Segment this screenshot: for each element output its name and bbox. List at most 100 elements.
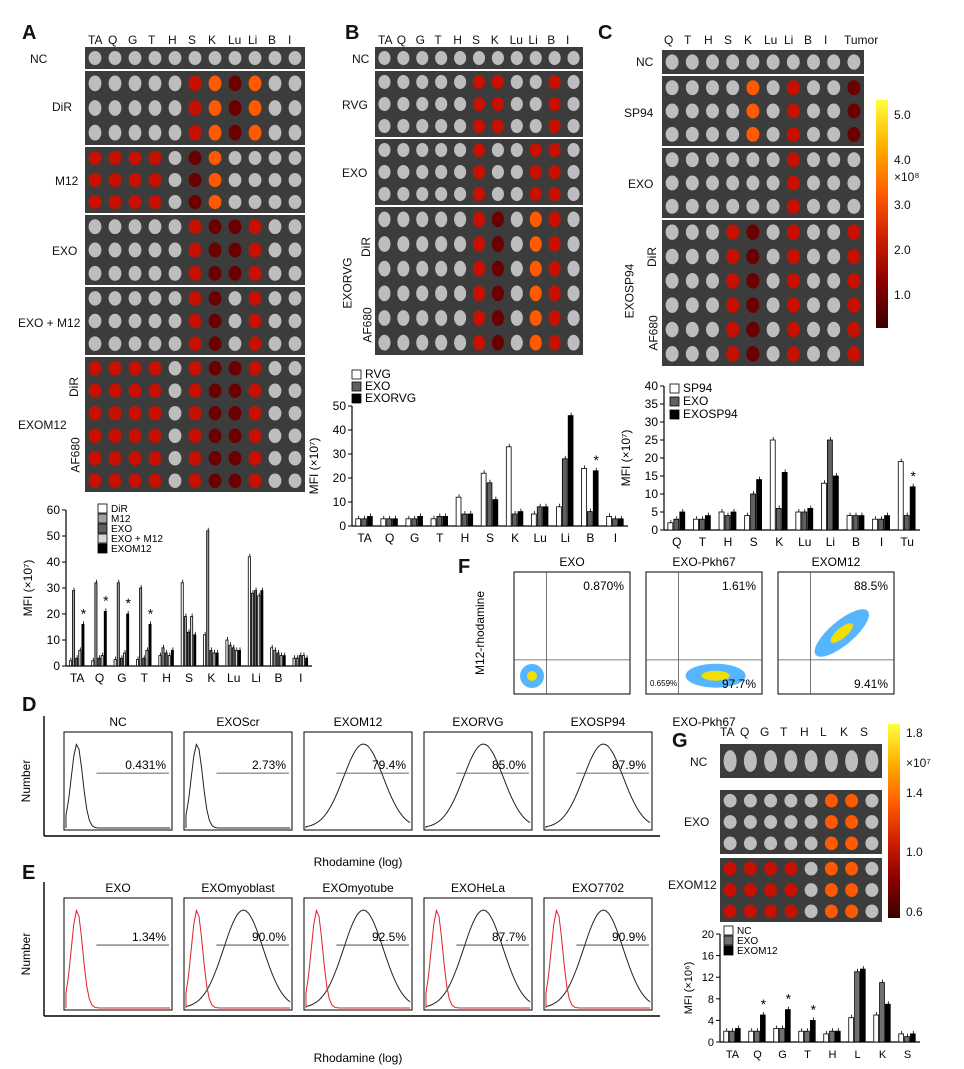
bar [744,515,751,531]
tissue-spot [746,152,760,168]
panel-b-sub-af680: AF680 [360,307,375,343]
panel-c-image-nc-tissue-overlay [665,54,861,70]
bar [730,511,737,531]
f-pct-lower-right: 9.41% [854,677,888,691]
tissue-spot [567,260,580,277]
tissue-spot [510,96,523,112]
tissue-spot [665,126,679,142]
panel-a-row-m12: M12 [55,174,79,188]
y-tick-label: 50 [47,529,61,543]
tissue-spot [416,236,429,252]
tissue-spot [827,321,841,338]
bar [480,472,487,527]
tissue-spot [845,750,859,772]
f-pct-lower-right: 97.7% [722,677,756,691]
tissue-spot [128,336,142,351]
significance-star: * [593,452,599,468]
tissue-spot [685,152,699,168]
tissue-spot [228,428,242,443]
x-tick-label: T [141,671,149,685]
tissue-spot [148,336,162,351]
tissue-spot [397,118,410,134]
tissue-spot [723,793,737,808]
tissue-spot [847,297,861,313]
bar [68,660,72,667]
tissue-spot [807,273,820,289]
tissue-spot [88,473,102,488]
tissue-spot [510,164,523,180]
panel-b-image-rvg [375,71,583,137]
tissue-spot [208,336,222,351]
bar [873,1014,879,1043]
panel-a-row-dir: DiR [52,100,72,114]
tissue-spot [472,164,486,180]
bar [97,657,101,667]
tissue-spot [510,186,523,202]
panel-b-image-exorvg-tissue-overlay [378,211,580,351]
tissue-spot [208,451,222,466]
tissue-spot [824,861,838,876]
bar [136,659,139,667]
tissue-spot [268,383,282,398]
panel-a-organ-label-g: G [128,33,138,47]
panel-a-organ-label-ta: TA [88,33,103,47]
tissue-spot [807,198,820,214]
f-plot-title: EXOM12 [812,555,861,569]
tissue-spot [268,291,282,306]
panel-a-image-exo [85,215,305,285]
tissue-spot [723,815,737,829]
tissue-spot [665,198,679,214]
tissue-spot [827,152,841,168]
tissue-spot [248,50,262,66]
tissue-spot [746,54,760,70]
bar [581,468,587,527]
hist-pct: 87.9% [612,758,646,772]
panel-b-row-exo: EXO [342,166,368,180]
tissue-spot [827,80,841,96]
tissue-spot [827,224,841,240]
legend-swatch [97,503,108,514]
tissue-spot [548,260,561,277]
tissue-spot [764,815,778,829]
panel-c-row-exo: EXO [628,177,654,191]
tissue-spot [248,172,262,188]
hist-y-axis-label: Number [20,760,33,803]
tissue-spot [510,211,523,228]
hist-curve [305,909,411,1008]
panel-b-image-nc-tissue-overlay [378,50,580,66]
tissue-spot [288,124,302,141]
tissue-spot [168,172,182,188]
bar [785,1009,791,1043]
panel-c-image-exosp94-tissue-overlay [665,224,861,362]
tissue-spot [88,406,102,421]
tissue-spot [491,164,504,180]
panel-a-sub-dir: DiR [67,377,81,397]
legend-swatch [97,523,108,534]
bar [273,649,277,667]
hist-frame [423,731,533,831]
x-tick-label: T [436,531,444,545]
panel-a-organ-label-i: I [288,33,292,47]
tissue-spot [228,451,242,466]
x-tick-label: Lu [534,531,547,545]
bar [170,649,174,667]
bar [461,513,468,527]
x-tick-label: H [829,1049,837,1061]
panel-b-organ-label-lu: Lu [509,33,523,47]
tissue-spot [706,103,719,119]
hist-curve [185,909,291,1008]
tissue-spot [548,285,561,302]
hist-title: EXO [105,881,130,895]
significance-star: * [103,592,109,608]
tissue-spot [454,310,467,326]
panel-b-image-exorvg [375,207,583,355]
tissue-spot [567,164,580,180]
tissue-spot [472,310,486,326]
x-tick-label: Li [561,531,570,545]
panel-b-organ-label-k: K [490,33,499,47]
tissue-spot [865,861,879,876]
tissue-spot [208,194,222,210]
tissue-spot [268,219,282,235]
x-tick-label: Tu [900,535,914,549]
bar [187,631,190,667]
